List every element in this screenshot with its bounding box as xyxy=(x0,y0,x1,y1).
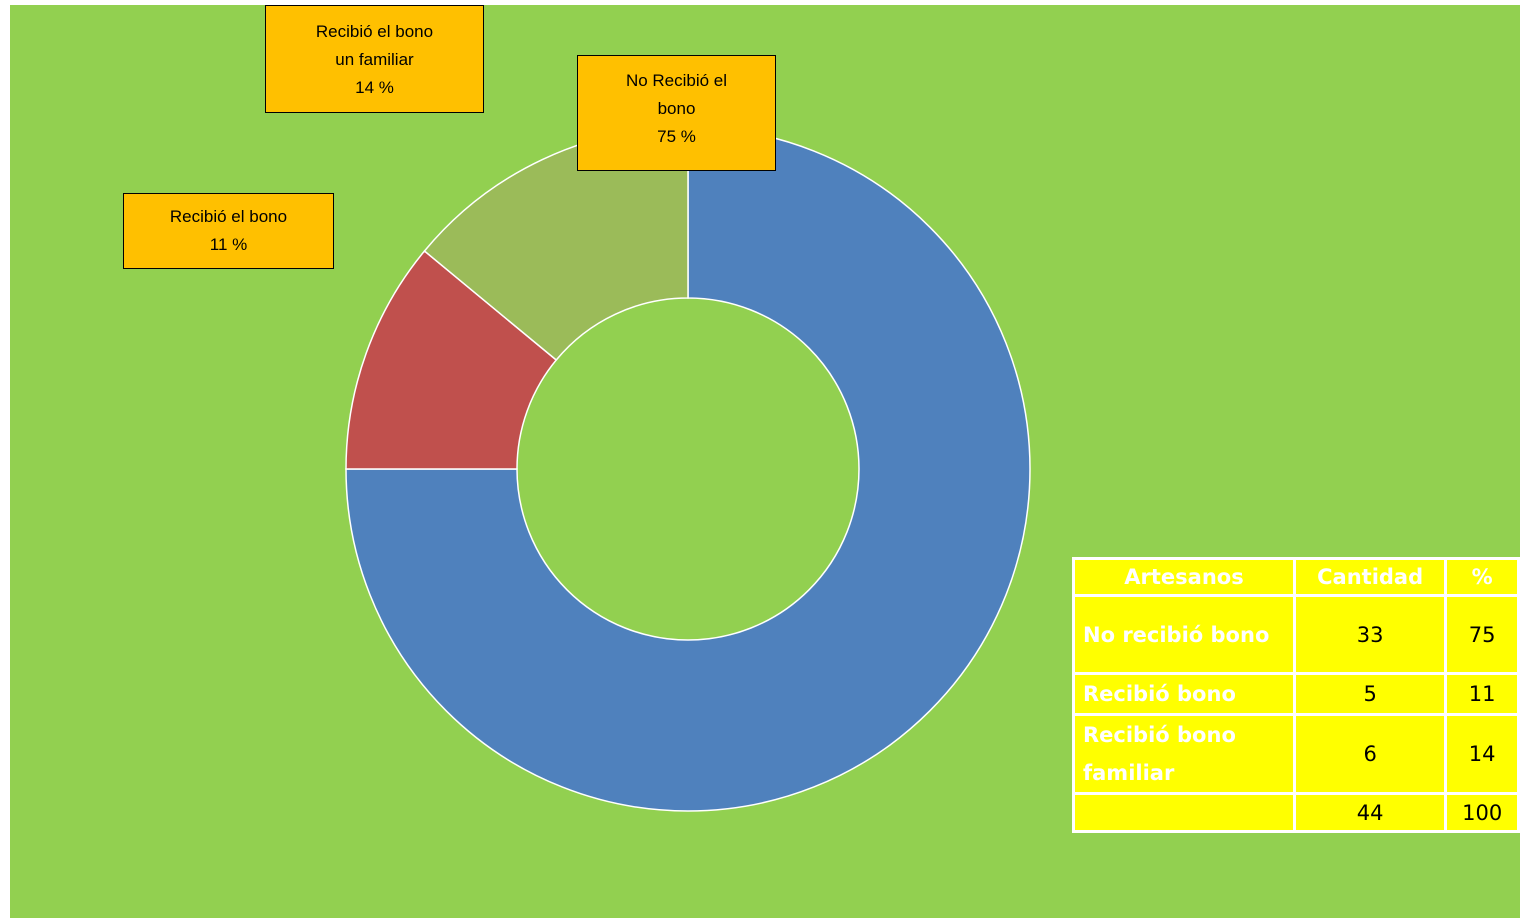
data-label: Recibió el bono un familiar 14 % xyxy=(265,5,484,113)
data-label: No Recibió el bono 75 % xyxy=(577,55,776,171)
label-value: 11 % xyxy=(209,235,248,254)
label-name: No Recibió el bono xyxy=(625,71,728,118)
cell: 14 xyxy=(1444,713,1520,795)
label-name: Recibió el bono xyxy=(169,207,288,226)
table-row: Recibió bono familiar 6 14 xyxy=(1072,713,1520,795)
cell: 100 xyxy=(1444,792,1520,833)
cell: 6 xyxy=(1292,713,1448,795)
cell: 33 xyxy=(1292,594,1448,675)
cell: 44 xyxy=(1292,792,1448,833)
label-name: Recibió el bono un familiar xyxy=(315,22,434,69)
cell: 75 xyxy=(1444,594,1520,675)
table-row: 44 100 xyxy=(1072,792,1520,833)
donut-slice xyxy=(345,249,558,470)
header-cell: Cantidad xyxy=(1292,557,1448,597)
cell: No recibió bono xyxy=(1072,594,1296,675)
label-value: 75 % xyxy=(657,127,696,146)
cell: Recibió bono familiar xyxy=(1072,713,1296,795)
data-label: Recibió el bono 11 % xyxy=(123,193,334,269)
table-row: Recibió bono 5 11 xyxy=(1072,672,1520,716)
donut-slice xyxy=(345,126,1031,812)
cell: Recibió bono xyxy=(1072,672,1296,716)
cell: 5 xyxy=(1292,672,1448,716)
data-table: Artesanos Cantidad % No recibió bono 33 … xyxy=(1072,557,1520,833)
table-header: Artesanos Cantidad % xyxy=(1072,557,1520,597)
header-cell: % xyxy=(1444,557,1520,597)
label-value: 14 % xyxy=(355,78,394,97)
table-row: No recibió bono 33 75 xyxy=(1072,594,1520,675)
cell xyxy=(1072,792,1296,833)
header-cell: Artesanos xyxy=(1072,557,1296,597)
cell: 11 xyxy=(1444,672,1520,716)
